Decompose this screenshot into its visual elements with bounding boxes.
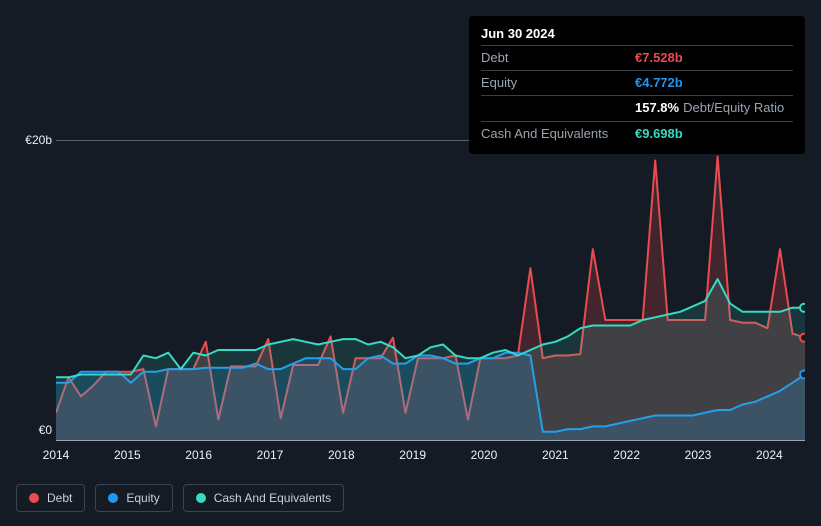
- x-axis-line: [56, 440, 805, 441]
- x-tick-label: 2017: [257, 448, 284, 462]
- legend-item-equity[interactable]: Equity: [95, 484, 172, 512]
- legend-label: Equity: [126, 491, 159, 505]
- x-tick-label: 2024: [756, 448, 783, 462]
- x-tick-label: 2023: [685, 448, 712, 462]
- y-tick-label: €20b: [16, 133, 52, 147]
- legend-item-debt[interactable]: Debt: [16, 484, 85, 512]
- tooltip-row: Equity€4.772b: [481, 70, 793, 95]
- x-tick-label: 2022: [613, 448, 640, 462]
- x-tick-label: 2014: [43, 448, 70, 462]
- x-tick-label: 2016: [185, 448, 212, 462]
- legend-swatch: [196, 493, 206, 503]
- tooltip-row-label: Cash And Equivalents: [481, 125, 635, 143]
- legend-swatch: [29, 493, 39, 503]
- x-tick-label: 2015: [114, 448, 141, 462]
- tooltip-row-label: Debt: [481, 49, 635, 67]
- x-tick-label: 2018: [328, 448, 355, 462]
- tooltip-row-label: Equity: [481, 74, 635, 92]
- series-endpoint-debt: [800, 334, 805, 342]
- tooltip-row: Debt€7.528b: [481, 45, 793, 70]
- tooltip-row-trail: Debt/Equity Ratio: [683, 100, 784, 115]
- chart-svg: [56, 140, 805, 440]
- series-endpoint-cash: [800, 304, 805, 312]
- legend-label: Cash And Equivalents: [214, 491, 331, 505]
- series-area-cash: [56, 279, 805, 440]
- tooltip-row-value: 157.8%Debt/Equity Ratio: [635, 99, 784, 117]
- tooltip-row-label: [481, 99, 635, 117]
- legend-item-cash[interactable]: Cash And Equivalents: [183, 484, 344, 512]
- tooltip-row: Cash And Equivalents€9.698b: [481, 121, 793, 146]
- x-tick-label: 2020: [471, 448, 498, 462]
- legend-swatch: [108, 493, 118, 503]
- legend: Debt Equity Cash And Equivalents: [16, 484, 344, 512]
- plot-area[interactable]: [56, 140, 805, 440]
- tooltip-row-value: €7.528b: [635, 49, 683, 67]
- tooltip-row-value: €9.698b: [635, 125, 683, 143]
- legend-label: Debt: [47, 491, 72, 505]
- tooltip-row-value: €4.772b: [635, 74, 683, 92]
- tooltip-row: 157.8%Debt/Equity Ratio: [481, 95, 793, 120]
- x-tick-label: 2021: [542, 448, 569, 462]
- tooltip-panel: Jun 30 2024 Debt€7.528bEquity€4.772b157.…: [469, 16, 805, 154]
- tooltip-date: Jun 30 2024: [481, 26, 793, 45]
- y-tick-label: €0: [16, 423, 52, 437]
- series-endpoint-equity: [800, 371, 805, 379]
- x-tick-label: 2019: [399, 448, 426, 462]
